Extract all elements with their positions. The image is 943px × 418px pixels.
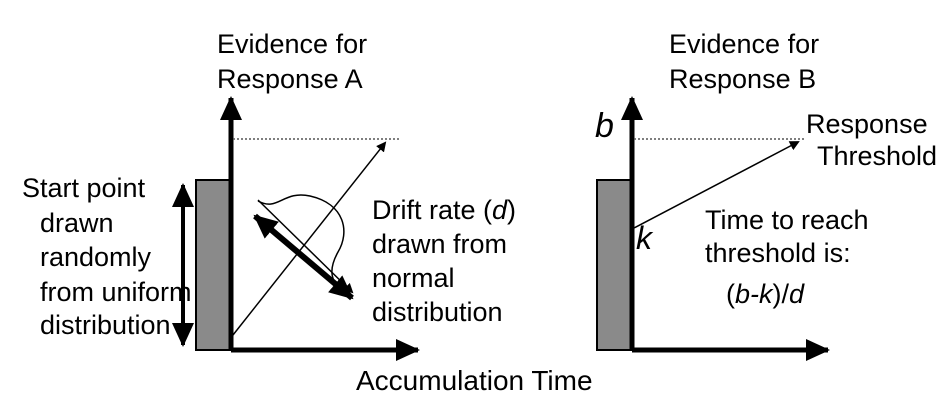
drift-rate-label-line1: Drift rate (d) <box>372 195 516 225</box>
response-threshold-label-line1: Response <box>806 109 928 139</box>
time-label-line1: Time to reach <box>705 205 869 235</box>
panel-a-ylabel-line2: Response A <box>217 64 363 94</box>
panel-a: Evidence for Response A Start point draw… <box>22 29 516 361</box>
response-threshold-label-line2: Threshold <box>817 141 937 171</box>
drift-rate-label-line3: normal <box>372 263 455 293</box>
panel-a-ylabel-line1: Evidence for <box>217 29 367 59</box>
start-point-label-line3: randomly <box>40 242 152 272</box>
time-label-line2: threshold is: <box>705 238 851 268</box>
drift-rate-label-line2: drawn from <box>372 229 507 259</box>
start-point-range-box <box>195 179 232 351</box>
time-formula: (b-k)/d <box>726 279 805 309</box>
panel-b-ylabel-line1: Evidence for <box>669 29 819 59</box>
threshold-b-label: b <box>595 107 614 145</box>
start-k-label: k <box>636 220 654 256</box>
start-point-label-line5: distribution <box>40 310 171 340</box>
panel-b: Evidence for Response B b k Response Thr… <box>595 29 937 361</box>
start-point-label-line4: from uniform <box>40 277 192 307</box>
drift-rate-label-line4: distribution <box>372 297 503 327</box>
start-point-label-line1: Start point <box>22 173 146 203</box>
panel-a-accumulation-arrow <box>232 141 387 336</box>
drift-rate-double-arrow <box>253 213 354 301</box>
panel-b-accumulation-arrow <box>633 141 800 229</box>
panel-b-start-box <box>596 179 632 351</box>
accumulation-time-label: Accumulation Time <box>356 365 593 396</box>
panel-b-ylabel-line2: Response B <box>669 64 816 94</box>
start-point-label-line2: drawn <box>40 208 114 238</box>
